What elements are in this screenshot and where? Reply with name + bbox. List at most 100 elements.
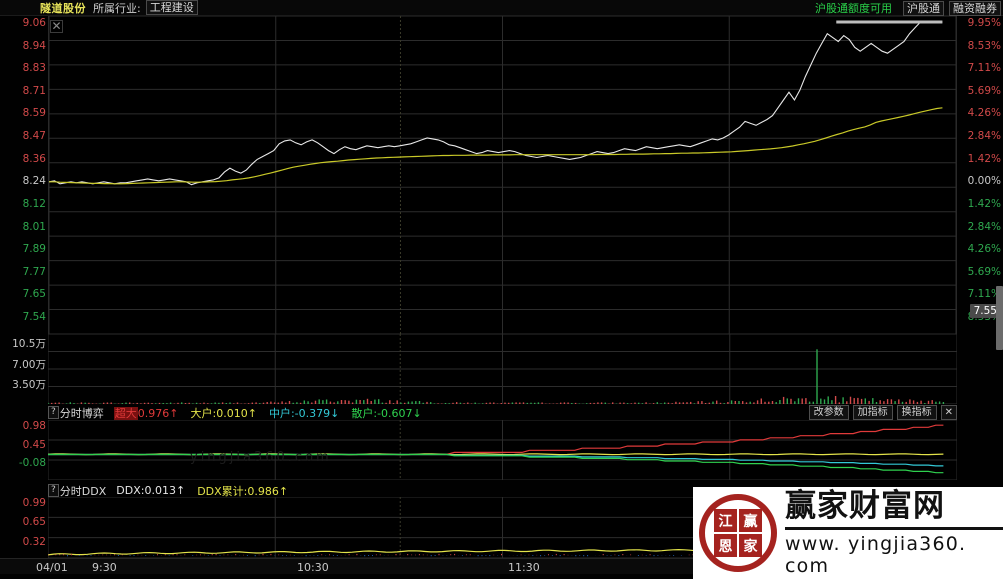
volume-chart-svg (48, 334, 957, 404)
seal-char-1: 江 (714, 509, 737, 532)
price-tick-left-9: 8.01 (22, 220, 46, 233)
seal-char-2: 赢 (739, 509, 762, 532)
dde-item-super-large: 超大0.976↑ (113, 405, 179, 421)
crosshair-marker[interactable]: ✕ (50, 19, 63, 33)
dde-item-medium-arrow: ↓ (330, 406, 340, 420)
ddx-item-cumulative: DDX累计:0.986↑ (197, 484, 289, 498)
dde-item-retail-label: 散户 (351, 406, 374, 420)
price-chart-pane[interactable] (48, 16, 957, 334)
help-icon[interactable]: ? (48, 406, 59, 419)
indicator-buttons: 改参数 加指标 换指标 ✕ (808, 405, 957, 420)
logo-divider (785, 527, 1003, 530)
price-tick-left-11: 7.77 (22, 265, 46, 278)
ddx-item-ddx: DDX:0.013↑ (116, 484, 186, 497)
price-tick-left-12: 7.65 (22, 288, 46, 301)
dde-left-axis-tick-1: 0.45 (22, 438, 46, 451)
ddx-left-axis-tick-1: 0.65 (22, 516, 46, 529)
dde-item-large-label: 大户 (190, 406, 213, 420)
price-tick-left-7: 8.24 (22, 175, 46, 188)
price-tick-left-10: 7.89 (22, 243, 46, 256)
ddx-left-axis-tick-0: 0.99 (22, 497, 46, 509)
price-tick-left-13: 7.54 (22, 311, 46, 323)
dde-item-retail-arrow: ↓ (412, 406, 422, 420)
ddx-left-axis-tick-2: 0.32 (22, 535, 46, 548)
dde-item-retail-value: -0.607 (377, 406, 413, 420)
price-tick-right-8: 1.42% (967, 197, 1001, 210)
ddx-item-ddx-label: DDX (116, 484, 141, 497)
price-tick-right-3: 5.69% (967, 84, 1001, 97)
price-tick-right-11: 5.69% (967, 265, 1001, 278)
background-watermark: yingjia360.com (190, 450, 332, 465)
dde-item-medium-value: -0.379 (294, 406, 331, 420)
price-tick-right-7: 0.00% (967, 175, 1001, 188)
hk-connect-button[interactable]: 沪股通 (903, 0, 944, 16)
dde-item-super-large-value: 0.976 (137, 406, 170, 420)
price-chart-svg (49, 16, 956, 334)
stock-name[interactable]: 隧道股份 (40, 1, 86, 15)
price-tick-right-0: 9.95% (967, 17, 1001, 29)
price-tick-left-3: 8.71 (22, 84, 46, 97)
price-tick-right-5: 2.84% (967, 130, 1001, 143)
dde-item-super-large-arrow: ↑ (169, 406, 179, 420)
dde-item-medium: 中户:-0.379↓ (268, 406, 340, 420)
ddx-item-cumulative-label: DDX累计 (197, 484, 244, 498)
vertical-scrollbar[interactable] (996, 286, 1003, 350)
vol-left-axis-tick-1: 7.00万 (12, 358, 46, 371)
price-tick-left-5: 8.47 (22, 130, 46, 143)
close-icon[interactable]: ✕ (940, 405, 957, 420)
ddx-item-cumulative-value: 0.986 (247, 484, 279, 498)
time-label-0930: 9:30 (92, 561, 117, 574)
dde-panel-header: ? 分时博弈 超大0.976↑ 大户:0.010↑ 中户:-0.379↓ 散户:… (48, 405, 434, 420)
ddx-item-ddx-arrow: ↑ (175, 484, 186, 497)
industry-label: 所属行业: (93, 1, 141, 15)
dde-item-medium-label: 中户 (268, 406, 291, 420)
ddx-item-ddx-value: 0.013 (144, 484, 176, 497)
add-indicator-button[interactable]: 加指标 (852, 405, 893, 420)
ddx-panel-title[interactable]: 分时DDX (59, 484, 107, 498)
vol-left-axis-tick-2: 3.50万 (12, 379, 46, 392)
vol-left-axis-tick-0: 10.5万 (12, 338, 46, 350)
price-tick-right-1: 8.53% (967, 39, 1001, 52)
seal-icon: 江 赢 恩 家 (699, 494, 777, 572)
volume-chart-pane[interactable] (48, 334, 957, 404)
dde-item-large-value: 0.010 (216, 406, 248, 420)
switch-indicator-button[interactable]: 换指标 (896, 405, 937, 420)
time-label-date: 04/01 (36, 561, 68, 574)
logo-title: 赢家财富网 (785, 488, 945, 524)
dde-item-large: 大户:0.010↑ (190, 406, 257, 420)
dde-item-retail: 散户:-0.607↓ (351, 406, 422, 420)
time-label-1030: 10:30 (297, 561, 329, 574)
change-params-button[interactable]: 改参数 (808, 405, 849, 420)
dde-left-axis-tick-2: -0.08 (18, 457, 46, 470)
site-logo: 江 赢 恩 家 赢家财富网 www. yingjia360. com (693, 487, 1003, 579)
logo-text-block: 赢家财富网 www. yingjia360. com (785, 489, 1003, 577)
price-tick-right-4: 4.26% (967, 107, 1001, 120)
price-tick-right-6: 1.42% (967, 152, 1001, 165)
price-tick-right-10: 4.26% (967, 243, 1001, 256)
dde-chart-pane[interactable] (48, 420, 957, 480)
dde-chart-svg (48, 420, 957, 480)
price-highlight-value: 7.55 (969, 304, 1001, 318)
price-tick-left-6: 8.36 (22, 152, 46, 165)
price-tick-right-12: 7.11% (967, 288, 1001, 301)
seal-char-3: 恩 (714, 534, 737, 557)
price-tick-left-4: 8.59 (22, 107, 46, 120)
ddx-panel-header: ? 分时DDX DDX:0.013↑ DDX累计:0.986↑ (48, 483, 300, 498)
price-tick-left-1: 8.94 (22, 39, 46, 52)
price-tick-left-0: 9.06 (22, 17, 46, 29)
time-label-1130: 11:30 (508, 561, 540, 574)
price-tick-right-2: 7.11% (967, 62, 1001, 75)
dde-left-axis-tick-0: 0.98 (22, 420, 46, 432)
hk-quota-status: 沪股通额度可用 (815, 2, 892, 15)
dde-item-super-large-label: 超大 (113, 406, 138, 420)
seal-char-4: 家 (739, 534, 762, 557)
industry-value-button[interactable]: 工程建设 (145, 0, 198, 15)
margin-trading-button[interactable]: 融资融券 (949, 0, 1001, 16)
price-tick-left-2: 8.83 (22, 62, 46, 75)
price-tick-right-9: 2.84% (967, 220, 1001, 233)
dde-panel-title[interactable]: 分时博弈 (59, 406, 104, 420)
price-tick-left-8: 8.12 (22, 197, 46, 210)
help-icon[interactable]: ? (48, 484, 59, 497)
ddx-item-cumulative-arrow: ↑ (278, 484, 289, 498)
